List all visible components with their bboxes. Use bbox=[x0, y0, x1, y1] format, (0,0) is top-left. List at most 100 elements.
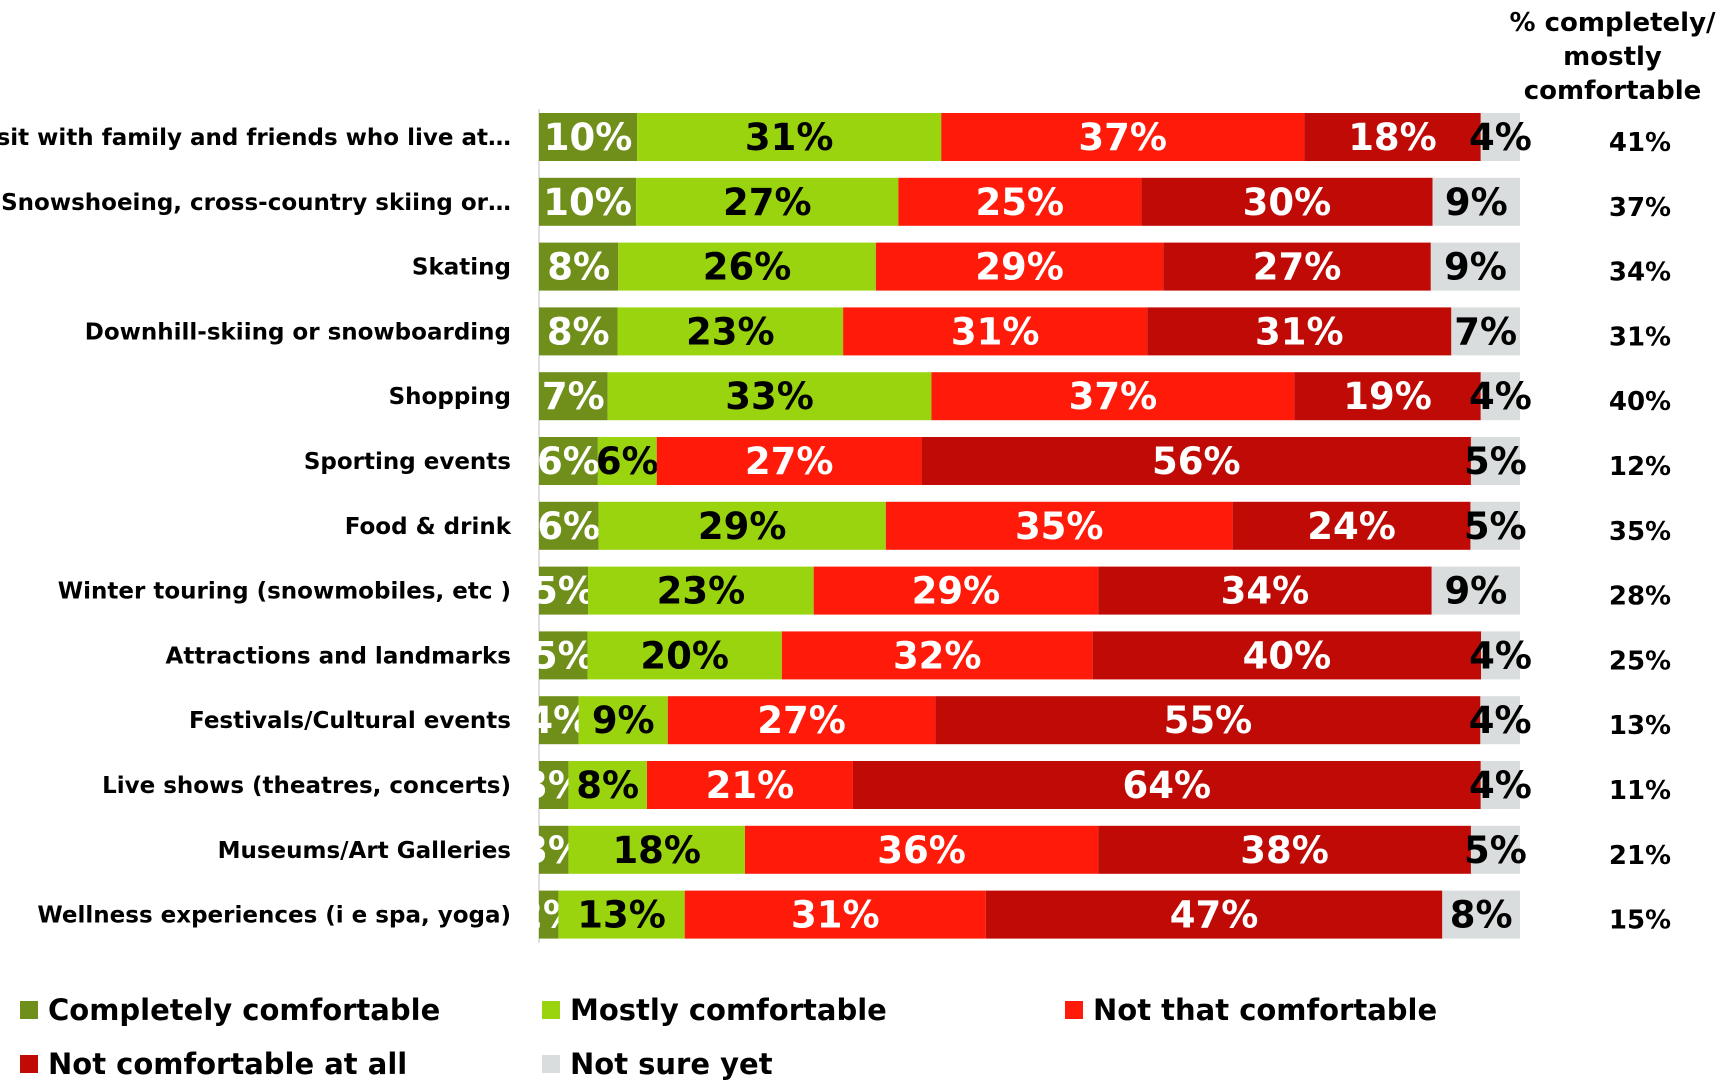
data-label: 38% bbox=[1240, 829, 1329, 872]
data-label: 4% bbox=[1469, 375, 1532, 418]
bar-segment-not-sure-yet bbox=[1480, 696, 1520, 745]
legend-label: Mostly comfortable bbox=[570, 993, 887, 1027]
bar-segment-not-that-comfortable bbox=[941, 113, 1305, 161]
data-label: 34% bbox=[1221, 570, 1310, 613]
data-label: 55% bbox=[1164, 699, 1253, 742]
data-label: 56% bbox=[1152, 440, 1241, 483]
data-label: 8% bbox=[576, 764, 639, 807]
bar-segment-mostly-comfortable bbox=[607, 372, 932, 421]
data-label: 6% bbox=[537, 505, 600, 548]
data-label: 33% bbox=[725, 375, 814, 418]
data-label: 18% bbox=[1348, 116, 1437, 159]
bar-segment-completely-comfortable bbox=[539, 631, 588, 680]
legend-swatch bbox=[20, 1055, 38, 1073]
bar-segment-not-that-comfortable bbox=[745, 825, 1099, 874]
data-label: 5% bbox=[532, 634, 595, 677]
bar-segment-not-sure-yet bbox=[1480, 761, 1520, 809]
data-label: 5% bbox=[1464, 440, 1527, 483]
data-label: 31% bbox=[791, 894, 880, 937]
category-label: Attractions and landmarks bbox=[166, 643, 511, 669]
bar-segment-not-that-comfortable bbox=[898, 177, 1142, 226]
legend-item-mostly-comfortable: Mostly comfortable bbox=[542, 990, 887, 1030]
data-label: 32% bbox=[893, 634, 982, 677]
category-label: Shopping bbox=[389, 384, 511, 410]
data-label: 8% bbox=[1450, 894, 1513, 937]
data-label: 31% bbox=[1255, 310, 1344, 353]
data-label: 4% bbox=[1469, 764, 1532, 807]
data-label: 7% bbox=[542, 375, 605, 418]
bar-segment-not-sure-yet bbox=[1442, 890, 1520, 939]
data-label: 64% bbox=[1123, 764, 1212, 807]
total-comfortable-label: 11% bbox=[1609, 776, 1671, 806]
bar-segment-not-comfortable-at-all bbox=[1098, 825, 1471, 874]
data-label: 4% bbox=[1469, 634, 1532, 677]
legend-label: Not that comfortable bbox=[1093, 993, 1438, 1027]
data-label: 7% bbox=[1454, 310, 1517, 353]
data-label: 29% bbox=[975, 246, 1064, 289]
legend-label: Not comfortable at all bbox=[48, 1047, 408, 1081]
bar-segment-not-sure-yet bbox=[1470, 437, 1520, 485]
data-label: 18% bbox=[612, 829, 701, 872]
bar-segment-completely-comfortable bbox=[539, 437, 598, 485]
data-label: 19% bbox=[1343, 375, 1432, 418]
bar-segment-not-comfortable-at-all bbox=[1098, 566, 1432, 615]
bar-segment-mostly-comfortable bbox=[588, 566, 814, 615]
bar-segment-not-that-comfortable bbox=[931, 372, 1295, 421]
bar-segment-mostly-comfortable bbox=[568, 825, 746, 874]
bar-segment-mostly-comfortable bbox=[598, 501, 886, 550]
data-label: 10% bbox=[543, 181, 632, 224]
data-label: 13% bbox=[577, 894, 666, 937]
bar-segment-completely-comfortable bbox=[539, 501, 599, 550]
data-label: 6% bbox=[537, 440, 600, 483]
total-comfortable-label: 25% bbox=[1609, 646, 1671, 676]
data-label: 31% bbox=[951, 310, 1040, 353]
total-comfortable-label: 28% bbox=[1609, 582, 1671, 612]
bar-segment-mostly-comfortable bbox=[636, 177, 899, 226]
data-label: 10% bbox=[544, 116, 633, 159]
bar-segment-not-that-comfortable bbox=[843, 307, 1148, 356]
bar-segment-not-comfortable-at-all bbox=[921, 437, 1471, 485]
bar-segment-not-that-comfortable bbox=[667, 696, 936, 745]
category-label: Museums/Art Galleries bbox=[218, 838, 511, 864]
bar-segment-completely-comfortable bbox=[539, 890, 559, 939]
total-comfortable-label: 13% bbox=[1609, 711, 1671, 741]
data-label: 27% bbox=[1253, 246, 1342, 289]
bar-segment-completely-comfortable bbox=[539, 696, 579, 745]
data-label: 5% bbox=[532, 570, 595, 613]
bar-segment-not-sure-yet bbox=[1430, 242, 1520, 291]
bar-segment-not-that-comfortable bbox=[684, 890, 986, 939]
total-comfortable-label: 40% bbox=[1609, 387, 1671, 417]
data-label: 37% bbox=[1069, 375, 1158, 418]
legend-swatch bbox=[1065, 1001, 1083, 1019]
bar-segment-not-that-comfortable bbox=[781, 631, 1093, 680]
category-label: Snowshoeing, cross-country skiing or… bbox=[1, 190, 511, 216]
chart-legend: Completely comfortable Mostly comfortable… bbox=[20, 990, 1620, 1084]
legend-swatch bbox=[20, 1001, 38, 1019]
data-label: 40% bbox=[1243, 634, 1332, 677]
bar-segment-not-comfortable-at-all bbox=[1232, 501, 1471, 550]
total-comfortable-label: 35% bbox=[1609, 517, 1671, 547]
data-label: 6% bbox=[596, 440, 659, 483]
data-label: 21% bbox=[706, 764, 795, 807]
bar-segment-completely-comfortable bbox=[539, 177, 637, 226]
data-label: 9% bbox=[592, 699, 655, 742]
data-label: 27% bbox=[745, 440, 834, 483]
bar-segment-not-sure-yet bbox=[1480, 372, 1520, 421]
bar-segment-not-that-comfortable bbox=[875, 242, 1164, 291]
legend-swatch bbox=[542, 1055, 560, 1073]
data-label: 30% bbox=[1243, 181, 1332, 224]
category-label: Winter touring (snowmobiles, etc ) bbox=[58, 579, 511, 605]
bar-segment-not-that-comfortable bbox=[813, 566, 1099, 615]
data-label: 23% bbox=[686, 310, 775, 353]
bar-segment-mostly-comfortable bbox=[597, 437, 657, 485]
category-label: Skating bbox=[412, 255, 511, 281]
bar-segment-mostly-comfortable bbox=[558, 890, 685, 939]
total-comfortable-label: 31% bbox=[1609, 322, 1671, 352]
bar-segment-mostly-comfortable bbox=[637, 113, 942, 161]
bar-segment-not-sure-yet bbox=[1432, 177, 1520, 226]
category-label: Live shows (theatres, concerts) bbox=[102, 773, 511, 799]
bar-segment-completely-comfortable bbox=[539, 372, 608, 421]
totals-column-header: % completely/ mostly comfortable bbox=[1509, 8, 1716, 106]
bar-segment-completely-comfortable bbox=[539, 307, 618, 356]
bar-segment-not-comfortable-at-all bbox=[1294, 372, 1481, 421]
